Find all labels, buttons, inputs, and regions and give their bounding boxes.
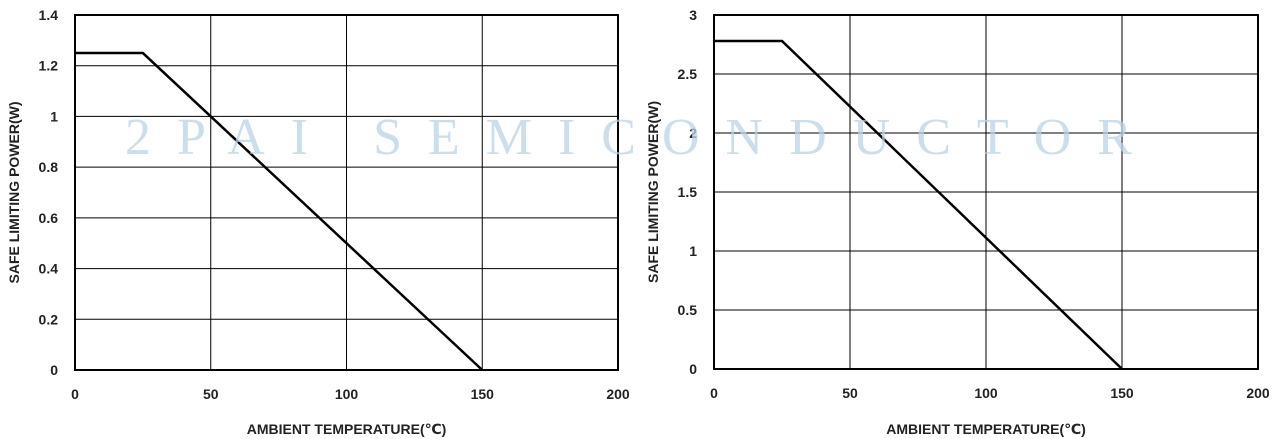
y-tick-label: 0.2: [39, 311, 59, 327]
y-tick-label: 1.4: [39, 7, 59, 23]
y-tick-label: 1.5: [678, 184, 698, 200]
plot-frame: [713, 14, 1259, 370]
y-tick-label: 1: [50, 108, 58, 124]
y-tick-label: 0.4: [39, 261, 59, 277]
y-tick-label: 0: [689, 361, 697, 377]
y-tick-label: 0.5: [678, 302, 698, 318]
y-tick-label: 2.5: [678, 66, 698, 82]
x-tick-label: 50: [203, 386, 219, 402]
y-tick-label: 2: [689, 125, 697, 141]
y-tick-label: 0: [50, 362, 58, 378]
series-line: [714, 39, 1123, 370]
x-tick-label: 100: [974, 385, 998, 401]
x-tick-label: 150: [471, 386, 495, 402]
y-axis-title: SAFE LIMITING POWER(W): [645, 101, 661, 283]
chart-2: 0 0.5 1 1.5 2 2.5 3 0 50 100 150 200 AMBIENT TEMPERA…: [645, 7, 1270, 437]
y-tick-label: 1: [689, 243, 697, 259]
x-tick-label: 100: [335, 386, 359, 402]
x-tick-label: 200: [606, 386, 630, 402]
x-tick-label: 0: [71, 386, 79, 402]
y-tick-label: 0.6: [39, 210, 59, 226]
x-axis-title: AMBIENT TEMPERATURE(℃): [247, 421, 446, 437]
x-tick-label: 0: [710, 385, 718, 401]
plot-frame: [74, 14, 619, 371]
series-line: [75, 51, 484, 371]
y-tick-label: 0.8: [39, 159, 59, 175]
y-axis-title: SAFE LIMITING POWER(W): [6, 102, 22, 284]
x-tick-label: 150: [1110, 385, 1134, 401]
y-tick-label: 1.2: [39, 58, 59, 74]
chart-1: 0 0.2 0.4 0.6 0.8 1 1.2 1.4 0 50 100 150 200 AMBIENT …: [6, 7, 630, 437]
y-tick-label: 3: [689, 7, 697, 23]
x-tick-label: 50: [842, 385, 858, 401]
x-axis-title: AMBIENT TEMPERATURE(℃): [886, 421, 1085, 437]
x-tick-label: 200: [1246, 385, 1270, 401]
